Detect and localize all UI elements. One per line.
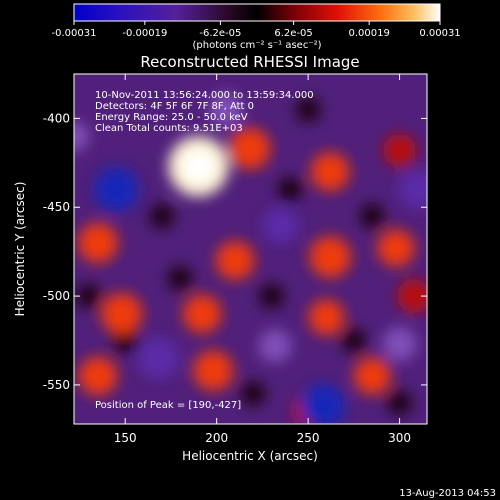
plot-area	[74, 74, 427, 424]
heatmap-source	[77, 222, 118, 263]
chart-title: Reconstructed RHESSI Image	[140, 53, 359, 71]
heatmap-source	[228, 127, 271, 170]
heatmap-source	[137, 337, 179, 380]
heatmap-source	[396, 278, 427, 314]
dark-region	[113, 328, 138, 353]
y-tick-label: -500	[43, 289, 70, 303]
x-axis-ticks: 150 200 250 300	[114, 74, 411, 445]
heatmap-source	[382, 326, 417, 362]
dark-region	[387, 390, 412, 415]
y-axis-ticks: -550 -500 -450 -400	[43, 111, 427, 392]
peak-core	[181, 149, 215, 183]
annotation-line: Clean Total counts: 9.51E+03	[95, 123, 243, 134]
colorbar-tick-label: 6.2e-05	[274, 28, 312, 39]
annotation-block: 10-Nov-2011 13:56:24.000 to 13:59:34.000…	[95, 90, 314, 134]
colorbar-ticks: -0.00031 -0.00019 -6.2e-05 6.2e-05 0.00019 0.…	[52, 21, 461, 39]
x-tick-label: 150	[114, 431, 137, 445]
dark-region	[76, 284, 101, 309]
heatmap-source	[398, 170, 427, 209]
y-tick-label: -450	[43, 200, 70, 214]
heatmap-source	[300, 384, 345, 424]
heatmap-source	[182, 294, 222, 334]
x-tick-label: 200	[205, 431, 228, 445]
colorbar-unit-label: (photons cm⁻² s⁻¹ asec⁻²)	[192, 40, 321, 51]
annotation-line: 10-Nov-2011 13:56:24.000 to 13:59:34.000	[95, 90, 314, 101]
x-tick-label: 300	[388, 431, 411, 445]
heatmap-source	[74, 121, 90, 152]
y-tick-label: -400	[43, 111, 70, 125]
dark-region	[296, 97, 321, 122]
dark-region	[168, 266, 193, 291]
heatmap-source	[353, 357, 391, 395]
colorbar	[73, 3, 441, 22]
y-axis-label: Heliocentric Y (arcsec)	[13, 182, 27, 317]
annotation-line: Detectors: 4F 5F 6F 7F 8F, Att 0	[95, 101, 254, 112]
heatmap-source	[100, 293, 143, 335]
heatmap-source	[209, 93, 243, 127]
colorbar-tick-label: -6.2e-05	[199, 28, 241, 39]
colorbar-tick-label: -0.00019	[122, 28, 167, 39]
dark-region	[360, 204, 385, 229]
annotation-line: Energy Range: 25.0 - 50.0 keV	[95, 112, 248, 123]
heatmap-source	[78, 356, 118, 396]
x-tick-label: 250	[297, 431, 320, 445]
heatmap-source	[308, 299, 345, 336]
y-tick-label: -550	[43, 378, 70, 392]
colorbar-tick-label: -0.00031	[52, 28, 97, 39]
dark-region	[341, 328, 366, 353]
heatmap-source	[93, 167, 139, 212]
heatmap-source	[262, 207, 299, 243]
colorbar-tick-label: 0.00019	[348, 28, 389, 39]
dark-region	[259, 284, 284, 309]
x-axis-label: Heliocentric X (arcsec)	[182, 449, 318, 463]
heatmap-source	[192, 350, 234, 391]
heatmap-source	[377, 229, 415, 267]
dark-region	[277, 177, 302, 202]
heatmap-source	[310, 152, 350, 192]
peak-position-label: Position of Peak = [190,-427]	[95, 400, 241, 411]
heatmap-source	[258, 329, 292, 363]
heatmap-source	[309, 236, 351, 278]
footer-date: 13-Aug-2013 04:53	[399, 488, 496, 499]
dark-region	[241, 381, 266, 406]
heatmap-source	[215, 241, 255, 280]
colorbar-tick-label: 0.00031	[419, 28, 460, 39]
dark-region	[149, 204, 174, 229]
plot-frame	[73, 73, 428, 425]
heatmap-source	[383, 133, 417, 167]
